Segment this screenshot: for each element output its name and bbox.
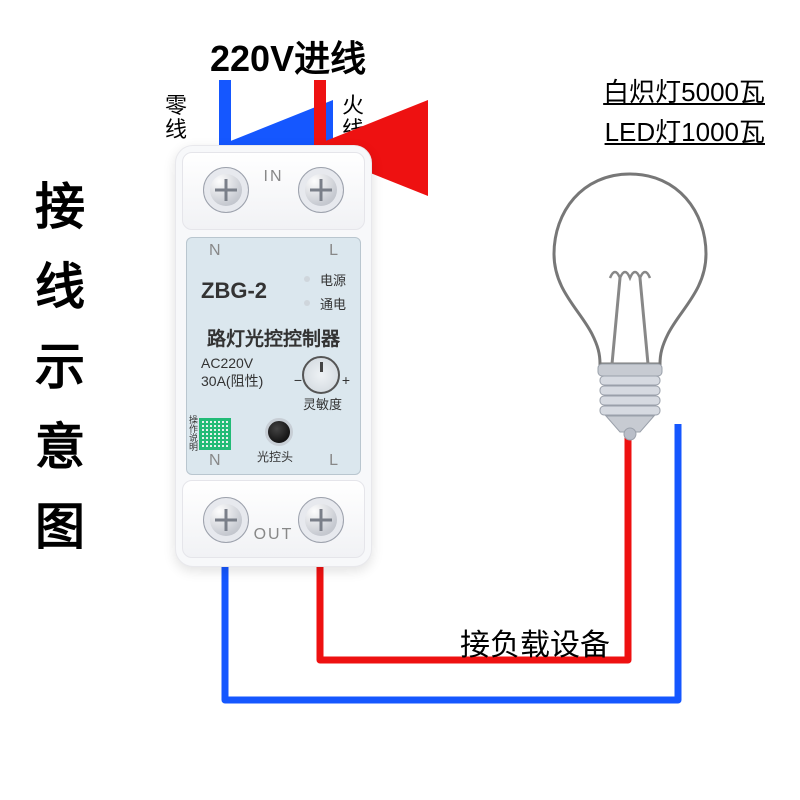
out-n-label: N <box>209 452 221 470</box>
on-led <box>304 300 310 306</box>
dial-label: 灵敏度 <box>303 394 342 413</box>
out-marker: OUT <box>187 526 360 544</box>
sensitivity-dial[interactable] <box>302 356 340 394</box>
power-led <box>304 276 310 282</box>
load-label: 接负载设备 <box>460 620 610 664</box>
in-marker: IN <box>187 168 360 186</box>
controller-device: IN OUT N L N L ZBG-2 路灯光控控制器 AC220V30A(阻… <box>175 145 370 565</box>
dial-minus: − <box>294 372 302 388</box>
on-led-label: 通电 <box>320 294 346 313</box>
device-title: 路灯光控控制器 <box>187 324 360 351</box>
sensor-label: 光控头 <box>257 448 293 465</box>
light-sensor <box>265 418 293 446</box>
dial-plus: + <box>342 372 350 388</box>
in-l-label: L <box>329 242 338 260</box>
power-led-label: 电源 <box>320 270 346 289</box>
device-panel: IN OUT N L N L ZBG-2 路灯光控控制器 AC220V30A(阻… <box>186 237 361 475</box>
out-l-label: L <box>329 452 338 470</box>
light-bulb-icon <box>540 168 720 428</box>
device-model: ZBG-2 <box>201 278 267 304</box>
in-n-label: N <box>209 242 221 260</box>
device-rating: AC220V30A(阻性) <box>201 354 263 390</box>
qr-code <box>199 418 231 450</box>
qr-label: 操作说明 <box>189 416 201 452</box>
